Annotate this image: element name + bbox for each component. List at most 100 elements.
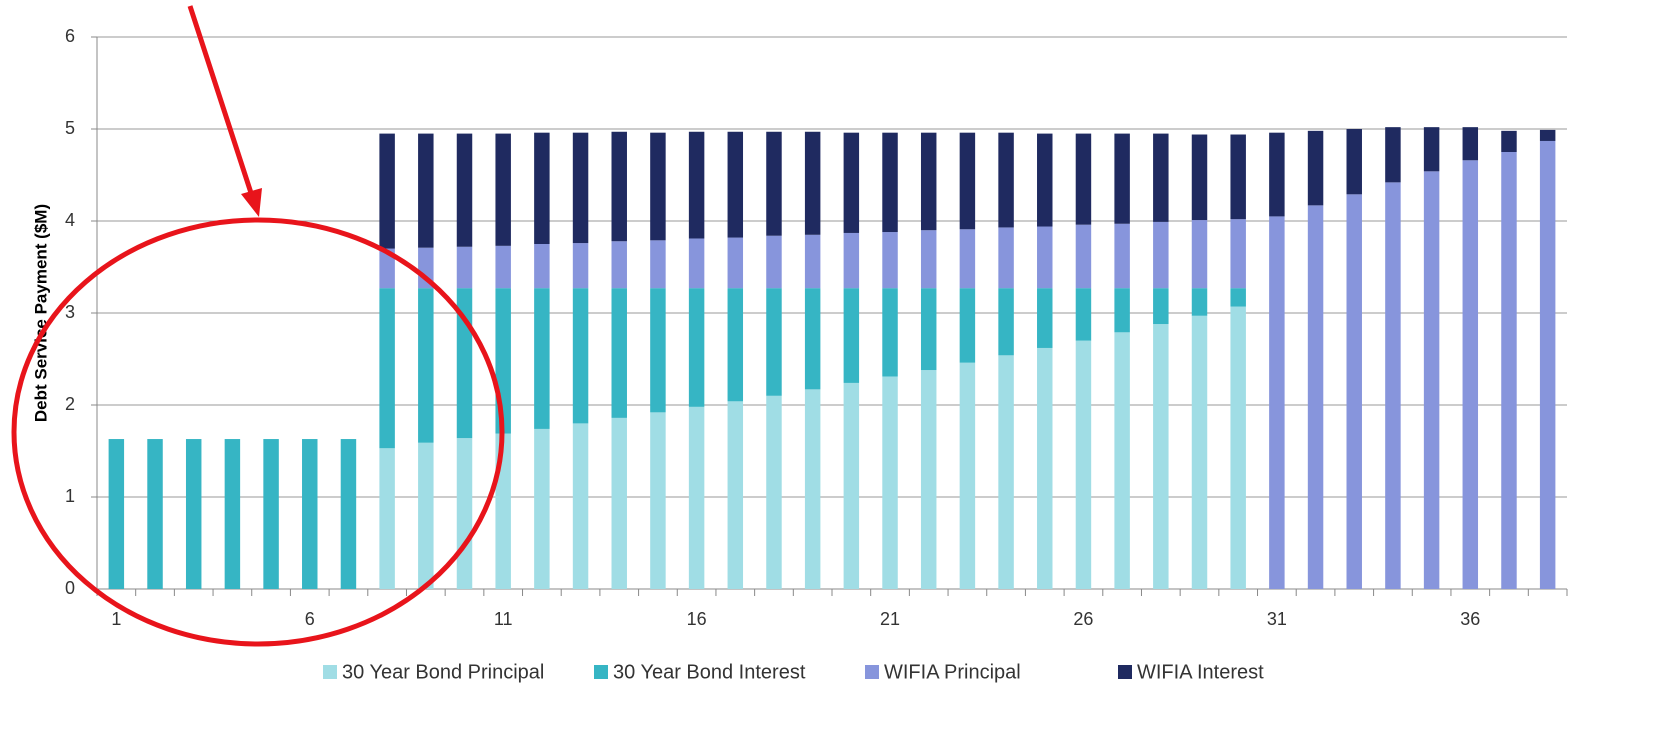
bar-segment bbox=[766, 235, 782, 289]
bar-segment bbox=[650, 240, 666, 289]
arrow-head bbox=[241, 188, 262, 217]
bar-segment bbox=[1385, 127, 1401, 183]
bar-segment bbox=[1037, 347, 1053, 589]
highlight-ellipse bbox=[11, 217, 505, 647]
bar-segment bbox=[1114, 288, 1130, 333]
x-tick-label: 6 bbox=[305, 609, 315, 629]
bar-segment bbox=[1230, 288, 1246, 307]
bar-segment bbox=[340, 439, 357, 589]
bar-segment bbox=[1191, 220, 1208, 289]
bar-segment bbox=[1501, 130, 1517, 152]
bar-segment bbox=[650, 288, 666, 413]
bar-segment bbox=[1230, 306, 1246, 589]
bar-segment bbox=[611, 131, 627, 242]
x-tick-label: 1 bbox=[111, 609, 121, 629]
bar-segment bbox=[495, 433, 511, 589]
bar-segment bbox=[572, 243, 589, 289]
annotation bbox=[11, 5, 505, 647]
bar-segment bbox=[534, 244, 550, 289]
bar-segment bbox=[224, 439, 241, 589]
bar-segment bbox=[1307, 130, 1324, 206]
bar-segment bbox=[766, 131, 782, 236]
bar-segment bbox=[302, 439, 318, 589]
bar-segment bbox=[1539, 129, 1556, 141]
bar-segment bbox=[843, 288, 860, 383]
bar-segment bbox=[418, 442, 434, 589]
y-tick-label: 1 bbox=[65, 486, 75, 506]
bar-segment bbox=[108, 439, 125, 589]
bar-segment bbox=[688, 288, 705, 407]
bar-segment bbox=[263, 439, 279, 589]
bar-segment bbox=[1191, 315, 1208, 589]
bar-segment bbox=[147, 439, 163, 589]
bar-segment bbox=[727, 401, 744, 589]
bar-segment bbox=[379, 288, 395, 449]
bar-segment bbox=[998, 227, 1014, 289]
bar-segment bbox=[495, 133, 511, 246]
bar-segment bbox=[1346, 129, 1362, 195]
legend-swatch bbox=[594, 665, 608, 679]
bar-segment bbox=[379, 133, 395, 249]
bar-segment bbox=[1423, 127, 1440, 172]
x-tick-label: 26 bbox=[1073, 609, 1093, 629]
y-tick-label: 3 bbox=[65, 302, 75, 322]
bar-segment bbox=[1230, 134, 1246, 220]
bar-segment bbox=[727, 131, 744, 238]
bar-segment bbox=[1191, 134, 1208, 221]
y-tick-label: 2 bbox=[65, 394, 75, 414]
y-axis-label: Debt Service Payment ($M) bbox=[31, 204, 50, 422]
bar-segment bbox=[804, 234, 821, 289]
x-tick-label: 16 bbox=[687, 609, 707, 629]
bar-segment bbox=[611, 288, 627, 418]
bar-segment bbox=[534, 288, 550, 429]
bar-segment bbox=[1230, 219, 1246, 289]
legend-swatch bbox=[865, 665, 879, 679]
bar-segment bbox=[843, 132, 860, 233]
bar-segment bbox=[611, 241, 627, 289]
bar-segment bbox=[766, 395, 782, 589]
bar-segment bbox=[882, 288, 898, 377]
bar-segment bbox=[1153, 133, 1169, 222]
bar-segment bbox=[688, 406, 705, 589]
y-tick-label: 4 bbox=[65, 210, 75, 230]
legend-label: 30 Year Bond Interest bbox=[613, 661, 806, 683]
bar-segment bbox=[959, 229, 976, 289]
bar-segment bbox=[1191, 288, 1208, 316]
legend-swatch bbox=[323, 665, 337, 679]
bar-segment bbox=[418, 288, 434, 443]
bar-segment bbox=[1539, 140, 1556, 589]
bar-segment bbox=[534, 428, 550, 589]
bar-segment bbox=[882, 376, 898, 589]
bar-segment bbox=[804, 389, 821, 589]
x-tick-label: 11 bbox=[494, 609, 513, 629]
legend-label: WIFIA Interest bbox=[1137, 661, 1264, 683]
bar-segment bbox=[920, 370, 937, 589]
bar-segment bbox=[495, 245, 511, 289]
bar-segment bbox=[1153, 324, 1169, 589]
x-tick-label: 31 bbox=[1267, 609, 1287, 629]
y-tick-label: 0 bbox=[65, 578, 75, 598]
bar-segment bbox=[920, 132, 937, 231]
bar-segment bbox=[882, 232, 898, 289]
bar-segment bbox=[572, 288, 589, 424]
arrow-shaft bbox=[187, 5, 255, 197]
bar-segment bbox=[727, 288, 744, 402]
y-tick-label: 6 bbox=[65, 26, 75, 46]
bar-segment bbox=[843, 232, 860, 289]
bar-segment bbox=[1462, 160, 1479, 589]
bar-segment bbox=[1114, 332, 1130, 589]
bar-segment bbox=[1269, 216, 1285, 589]
bar-segment bbox=[1153, 288, 1169, 325]
bar-segment bbox=[1114, 223, 1130, 289]
bar-segment bbox=[766, 288, 782, 396]
bar-segment bbox=[1385, 182, 1401, 590]
bar-segment bbox=[1462, 127, 1479, 161]
bar-segment bbox=[185, 439, 202, 589]
bar-segment bbox=[1153, 221, 1169, 289]
bar-segment bbox=[727, 237, 744, 289]
bar-segment bbox=[1037, 288, 1053, 348]
bar-segment bbox=[920, 230, 937, 289]
bar-segment bbox=[456, 133, 473, 247]
bar-segment bbox=[998, 132, 1014, 228]
